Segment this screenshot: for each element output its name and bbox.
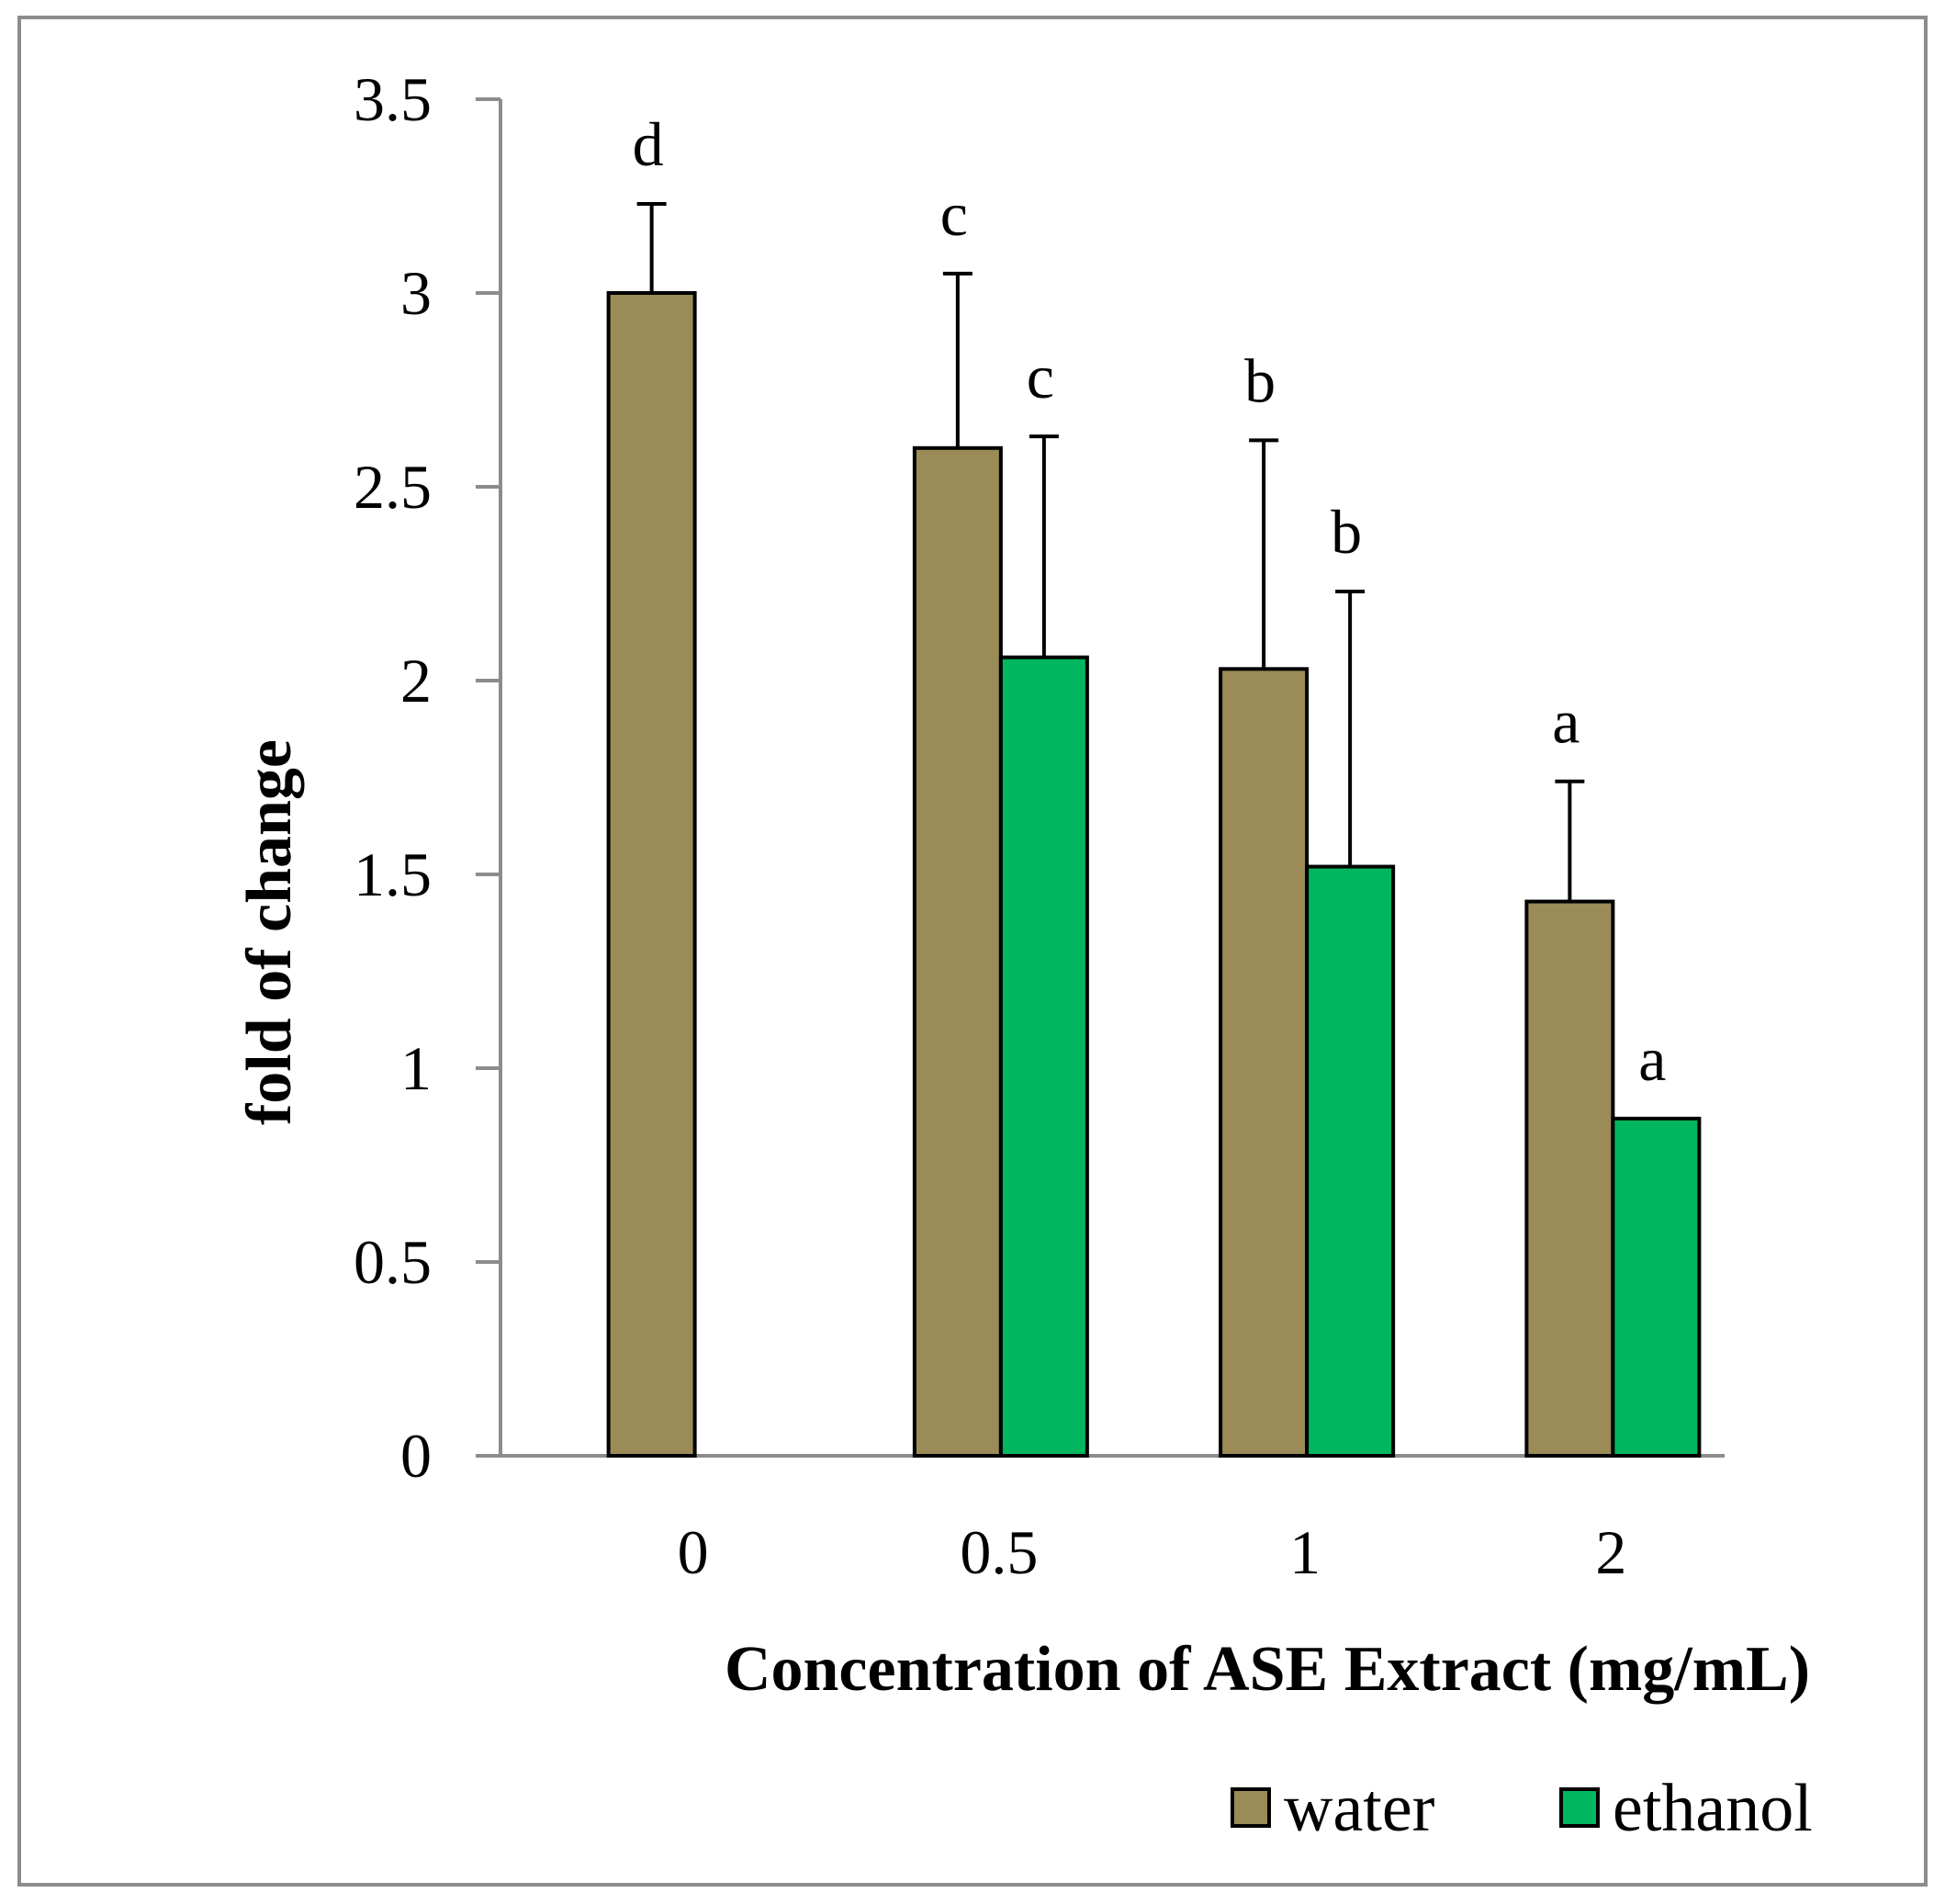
significance-label: c bbox=[940, 179, 968, 249]
significance-label: b bbox=[1244, 345, 1276, 415]
y-tick-label: 2 bbox=[400, 646, 432, 715]
legend-label-ethanol: ethanol bbox=[1613, 1771, 1813, 1846]
y-tick-label: 0 bbox=[400, 1421, 432, 1491]
significance-label: d bbox=[633, 109, 664, 179]
x-axis: 0 0.5 1 2 bbox=[476, 1454, 1725, 1587]
significance-labels: d c c b b a a bbox=[633, 109, 1667, 1094]
y-tick-label: 3.5 bbox=[354, 64, 432, 134]
x-axis-title: Concentration of ASE Extract (mg/mL) bbox=[725, 1634, 1810, 1705]
x-tick-label: 0.5 bbox=[960, 1517, 1038, 1587]
legend-swatch-ethanol bbox=[1559, 1787, 1600, 1828]
bar-ethanol bbox=[1611, 1116, 1702, 1458]
y-tick-label: 3 bbox=[400, 258, 432, 328]
bars bbox=[606, 291, 1702, 1458]
bar-water bbox=[912, 445, 1003, 1458]
x-tick-label: 0 bbox=[678, 1517, 709, 1587]
bar-ethanol bbox=[998, 655, 1089, 1458]
bar-water bbox=[1219, 667, 1310, 1458]
legend: water ethanol bbox=[1231, 1771, 1813, 1846]
y-axis: 0 0.5 1 1.5 2 2.5 3 3.5 bbox=[354, 64, 502, 1491]
significance-label: a bbox=[1638, 1024, 1666, 1094]
legend-swatch-water bbox=[1231, 1787, 1271, 1828]
y-tick-label: 1 bbox=[400, 1033, 432, 1103]
x-tick-label: 2 bbox=[1595, 1517, 1626, 1587]
y-axis-title: fold of change bbox=[234, 739, 305, 1125]
legend-label-water: water bbox=[1284, 1771, 1434, 1846]
significance-label: a bbox=[1552, 687, 1580, 757]
bar-water bbox=[1524, 899, 1615, 1458]
bar-water bbox=[606, 291, 697, 1458]
chart-frame bbox=[17, 16, 1928, 1887]
x-tick-label: 1 bbox=[1289, 1517, 1321, 1587]
y-tick-label: 0.5 bbox=[354, 1227, 432, 1297]
y-tick-label: 1.5 bbox=[354, 839, 432, 909]
significance-label: c bbox=[1027, 342, 1054, 411]
y-tick-label: 2.5 bbox=[354, 452, 432, 522]
significance-label: b bbox=[1331, 497, 1362, 567]
bar-ethanol bbox=[1305, 864, 1396, 1458]
error-bars bbox=[636, 201, 1585, 902]
